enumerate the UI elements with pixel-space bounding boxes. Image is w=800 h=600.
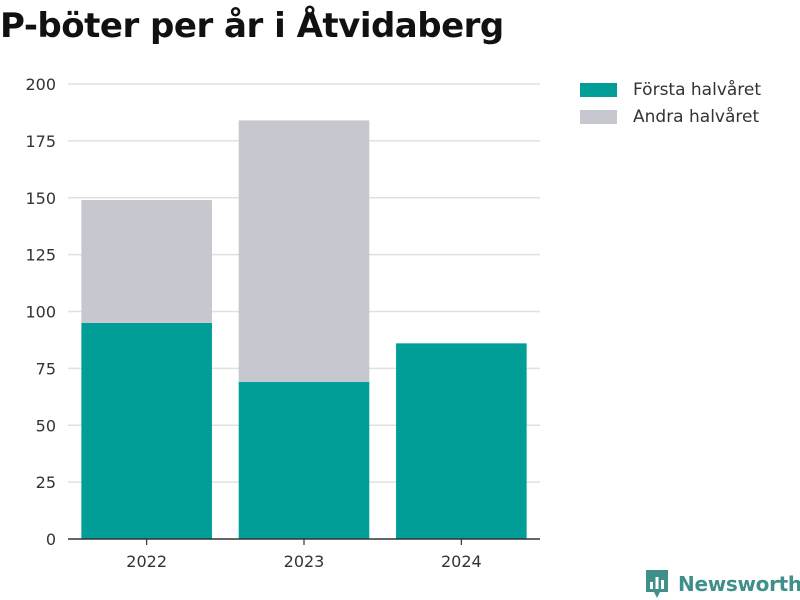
brand-name: Newsworthy — [678, 572, 800, 596]
bar-2022-series-1[interactable] — [81, 322, 212, 539]
bar-2024-series-1[interactable] — [396, 343, 527, 539]
y-tick-label-125: 125 — [25, 246, 56, 265]
y-tick-label-75: 75 — [36, 359, 56, 378]
y-tick-label-200: 200 — [25, 75, 56, 94]
x-tick-label-2022: 2022 — [126, 552, 167, 571]
y-tick-label-0: 0 — [46, 530, 56, 549]
y-tick-label-175: 175 — [25, 132, 56, 151]
legend: Första halvåret Andra halvåret — [580, 76, 761, 130]
legend-label-forsta: Första halvåret — [633, 79, 762, 100]
legend-swatch-andra — [580, 109, 617, 124]
legend-item-forsta[interactable]: Första halvåret — [580, 76, 761, 103]
bar-2023-series-2[interactable] — [238, 120, 370, 383]
bar-2022-series-2[interactable] — [81, 200, 212, 323]
x-axis-ticks: 2022 2023 2024 — [126, 539, 482, 571]
legend-item-andra[interactable]: Andra halvåret — [580, 103, 761, 130]
legend-label-andra: Andra halvåret — [633, 106, 760, 127]
y-tick-label-150: 150 — [25, 189, 56, 208]
y-axis-ticks: 0 25 50 75 100 125 150 175 200 — [25, 75, 56, 549]
y-tick-label-50: 50 — [36, 416, 56, 435]
x-tick-label-2023: 2023 — [284, 552, 325, 571]
bar-2023-series-1[interactable] — [238, 382, 370, 539]
newsworthy-logo-icon — [646, 570, 668, 598]
y-tick-label-100: 100 — [25, 303, 56, 322]
brand-logo: Newsworthy — [644, 568, 800, 600]
bars — [81, 120, 527, 539]
legend-swatch-forsta — [580, 82, 617, 97]
x-tick-label-2024: 2024 — [441, 552, 482, 571]
chart-title: P-böter per år i Åtvidaberg — [0, 6, 504, 46]
y-tick-label-25: 25 — [36, 473, 56, 492]
